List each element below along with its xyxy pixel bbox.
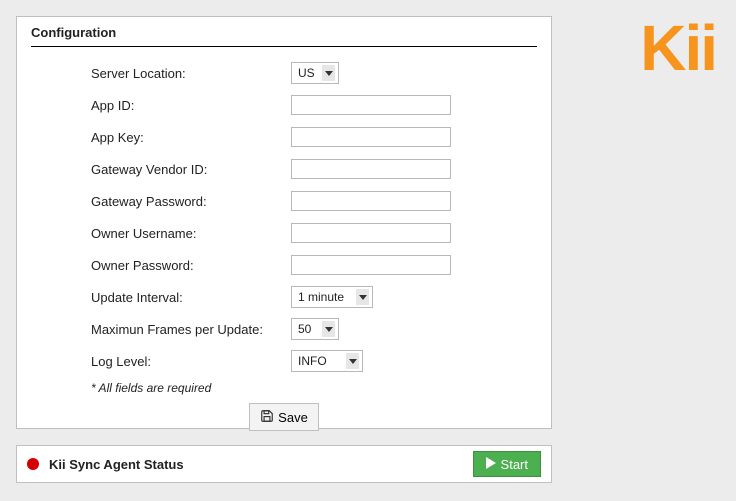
owner-username-label: Owner Username: (91, 226, 291, 241)
gateway-vendor-id-label: Gateway Vendor ID: (91, 162, 291, 177)
chevron-down-icon (322, 321, 335, 337)
server-location-value: US (298, 66, 322, 80)
owner-username-input[interactable] (291, 223, 451, 243)
app-id-label: App ID: (91, 98, 291, 113)
app-id-input[interactable] (291, 95, 451, 115)
server-location-label: Server Location: (91, 66, 291, 81)
required-fields-note: * All fields are required (91, 377, 537, 395)
max-frames-label: Maximun Frames per Update: (91, 322, 291, 337)
start-button-label: Start (501, 457, 528, 472)
update-interval-value: 1 minute (298, 290, 356, 304)
update-interval-label: Update Interval: (91, 290, 291, 305)
save-button-label: Save (278, 410, 308, 425)
owner-password-label: Owner Password: (91, 258, 291, 273)
owner-password-input[interactable] (291, 255, 451, 275)
update-interval-select[interactable]: 1 minute (291, 286, 373, 308)
brand-logo: Kii (640, 16, 716, 80)
max-frames-select[interactable]: 50 (291, 318, 339, 340)
log-level-label: Log Level: (91, 354, 291, 369)
panel-title: Configuration (31, 25, 537, 44)
gateway-password-input[interactable] (291, 191, 451, 211)
log-level-select[interactable]: INFO (291, 350, 363, 372)
save-icon (260, 409, 274, 426)
gateway-password-label: Gateway Password: (91, 194, 291, 209)
chevron-down-icon (322, 65, 335, 81)
gateway-vendor-id-input[interactable] (291, 159, 451, 179)
max-frames-value: 50 (298, 322, 322, 336)
chevron-down-icon (346, 353, 359, 369)
save-button[interactable]: Save (249, 403, 319, 431)
status-label: Kii Sync Agent Status (49, 457, 473, 472)
title-divider (31, 46, 537, 47)
log-level-value: INFO (298, 354, 346, 368)
play-icon (486, 457, 496, 472)
app-key-label: App Key: (91, 130, 291, 145)
status-panel: Kii Sync Agent Status Start (16, 445, 552, 483)
server-location-select[interactable]: US (291, 62, 339, 84)
chevron-down-icon (356, 289, 369, 305)
start-button[interactable]: Start (473, 451, 541, 477)
configuration-panel: Configuration Server Location: US App ID… (16, 16, 552, 429)
status-indicator-dot (27, 458, 39, 470)
app-key-input[interactable] (291, 127, 451, 147)
